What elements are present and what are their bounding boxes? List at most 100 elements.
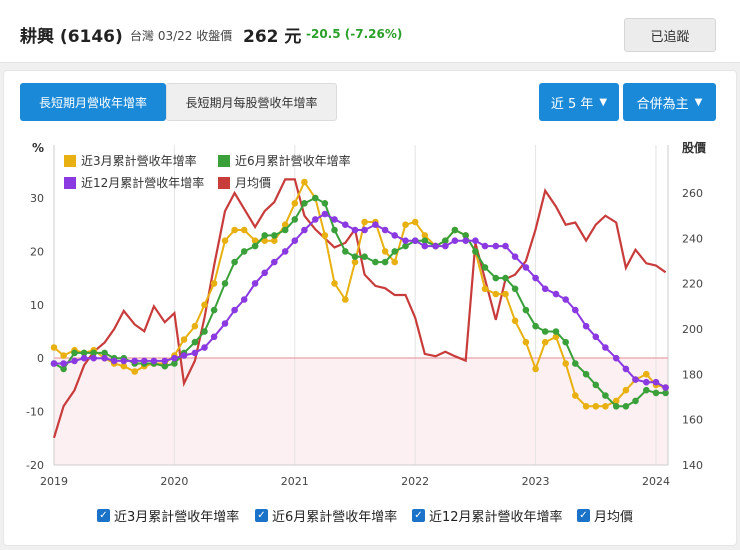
- data-point: [502, 274, 509, 282]
- data-point: [240, 226, 248, 234]
- data-point: [321, 210, 329, 218]
- data-point: [662, 389, 669, 397]
- data-point: [210, 333, 218, 341]
- data-point: [432, 242, 439, 250]
- negative-zone: [54, 358, 668, 465]
- data-point: [361, 253, 368, 260]
- data-point: [301, 178, 308, 186]
- y-left-tick-label: 20: [30, 245, 44, 258]
- toggle-price-label: 月均價: [594, 510, 634, 525]
- toggle-6m[interactable]: ✓ 近6月累計營收年增率: [255, 506, 397, 525]
- data-point: [50, 344, 58, 351]
- basis-label: 合併為主: [636, 96, 689, 112]
- data-point: [301, 226, 308, 234]
- data-point: [391, 248, 399, 255]
- data-point: [221, 320, 229, 327]
- data-point: [391, 258, 399, 266]
- x-tick-label: 2024: [642, 475, 670, 488]
- tab-monthly-revenue-yoy[interactable]: 長短期月營收年增率: [20, 83, 166, 121]
- data-point: [451, 237, 459, 244]
- data-point: [301, 200, 308, 207]
- data-point: [402, 242, 409, 250]
- data-point: [90, 349, 97, 357]
- data-point: [261, 237, 269, 244]
- legend-swatch-12m: [64, 177, 76, 189]
- data-point: [191, 322, 199, 330]
- data-point: [541, 328, 549, 335]
- market-date: 台灣 03/22 收盤價: [130, 29, 233, 43]
- stock-header: 耕興 (6146) 台灣 03/22 收盤價 262 元 -20.5 (-7.2…: [0, 0, 740, 63]
- toggle-price[interactable]: ✓ 月均價: [577, 506, 633, 525]
- price-change: -20.5 (-7.26%): [306, 27, 403, 41]
- checkbox-checked-icon: ✓: [412, 509, 425, 522]
- data-point: [131, 357, 138, 365]
- data-point: [50, 360, 58, 367]
- period-dropdown[interactable]: 近 5 年 ▼: [539, 83, 619, 121]
- tab-monthly-eps-revenue-yoy[interactable]: 長短期月每股營收年增率: [166, 83, 337, 121]
- y-right-tick-label: 260: [682, 187, 703, 200]
- data-point: [522, 264, 530, 271]
- data-point: [541, 338, 549, 346]
- chevron-down-icon: ▼: [694, 96, 703, 108]
- series-line: [52, 178, 667, 439]
- close-price: 262 元: [243, 27, 302, 47]
- y-right-tick-label: 160: [682, 414, 703, 427]
- data-point: [652, 389, 660, 397]
- y-left-tick-label: 10: [30, 299, 44, 312]
- data-point: [221, 280, 229, 287]
- legend-swatch-price: [218, 177, 230, 189]
- y-right-tick-label: 220: [682, 278, 703, 291]
- data-point: [120, 357, 128, 365]
- data-point: [582, 322, 590, 330]
- tracked-button[interactable]: 已追蹤: [624, 18, 716, 52]
- data-point: [572, 306, 579, 314]
- data-point: [522, 306, 530, 314]
- data-point: [351, 253, 359, 260]
- data-point: [150, 357, 158, 365]
- chart-card: [3, 70, 737, 546]
- data-point: [391, 232, 399, 239]
- data-point: [271, 258, 278, 266]
- data-point: [442, 237, 449, 244]
- data-point: [291, 237, 299, 244]
- data-point: [180, 352, 188, 359]
- data-point: [511, 317, 519, 325]
- data-point: [201, 328, 208, 335]
- data-point: [71, 357, 78, 365]
- toggle-3m[interactable]: ✓ 近3月累計營收年增率: [97, 506, 239, 525]
- data-point: [291, 216, 299, 223]
- data-point: [552, 333, 560, 341]
- checkbox-checked-icon: ✓: [577, 509, 590, 522]
- toggle-3m-label: 近3月累計營收年增率: [114, 510, 240, 525]
- data-point: [60, 352, 67, 359]
- data-point: [110, 357, 118, 365]
- y-right-tick-label: 140: [682, 459, 703, 472]
- data-point: [622, 365, 630, 373]
- data-point: [191, 349, 199, 357]
- data-point: [381, 248, 389, 255]
- data-point: [643, 386, 650, 394]
- x-tick-label: 2023: [522, 475, 550, 488]
- data-point: [131, 368, 138, 375]
- right-axis-unit: 股價: [682, 140, 707, 155]
- data-point: [451, 226, 459, 234]
- data-point: [502, 242, 509, 250]
- data-point: [251, 242, 259, 250]
- data-point: [481, 285, 489, 293]
- data-point: [321, 232, 329, 239]
- data-point: [472, 248, 479, 255]
- data-point: [592, 333, 600, 341]
- data-point: [552, 290, 560, 298]
- data-point: [662, 384, 669, 391]
- data-point: [231, 306, 238, 314]
- data-point: [210, 306, 218, 314]
- data-point: [612, 403, 620, 410]
- data-point: [231, 226, 238, 234]
- data-point: [372, 258, 379, 266]
- toggle-12m[interactable]: ✓ 近12月累計營收年增率: [412, 506, 563, 525]
- legend-3m: 近3月累計營收年增率: [81, 153, 197, 168]
- data-point: [281, 226, 289, 234]
- data-point: [492, 242, 500, 250]
- basis-dropdown[interactable]: 合併為主 ▼: [623, 83, 716, 121]
